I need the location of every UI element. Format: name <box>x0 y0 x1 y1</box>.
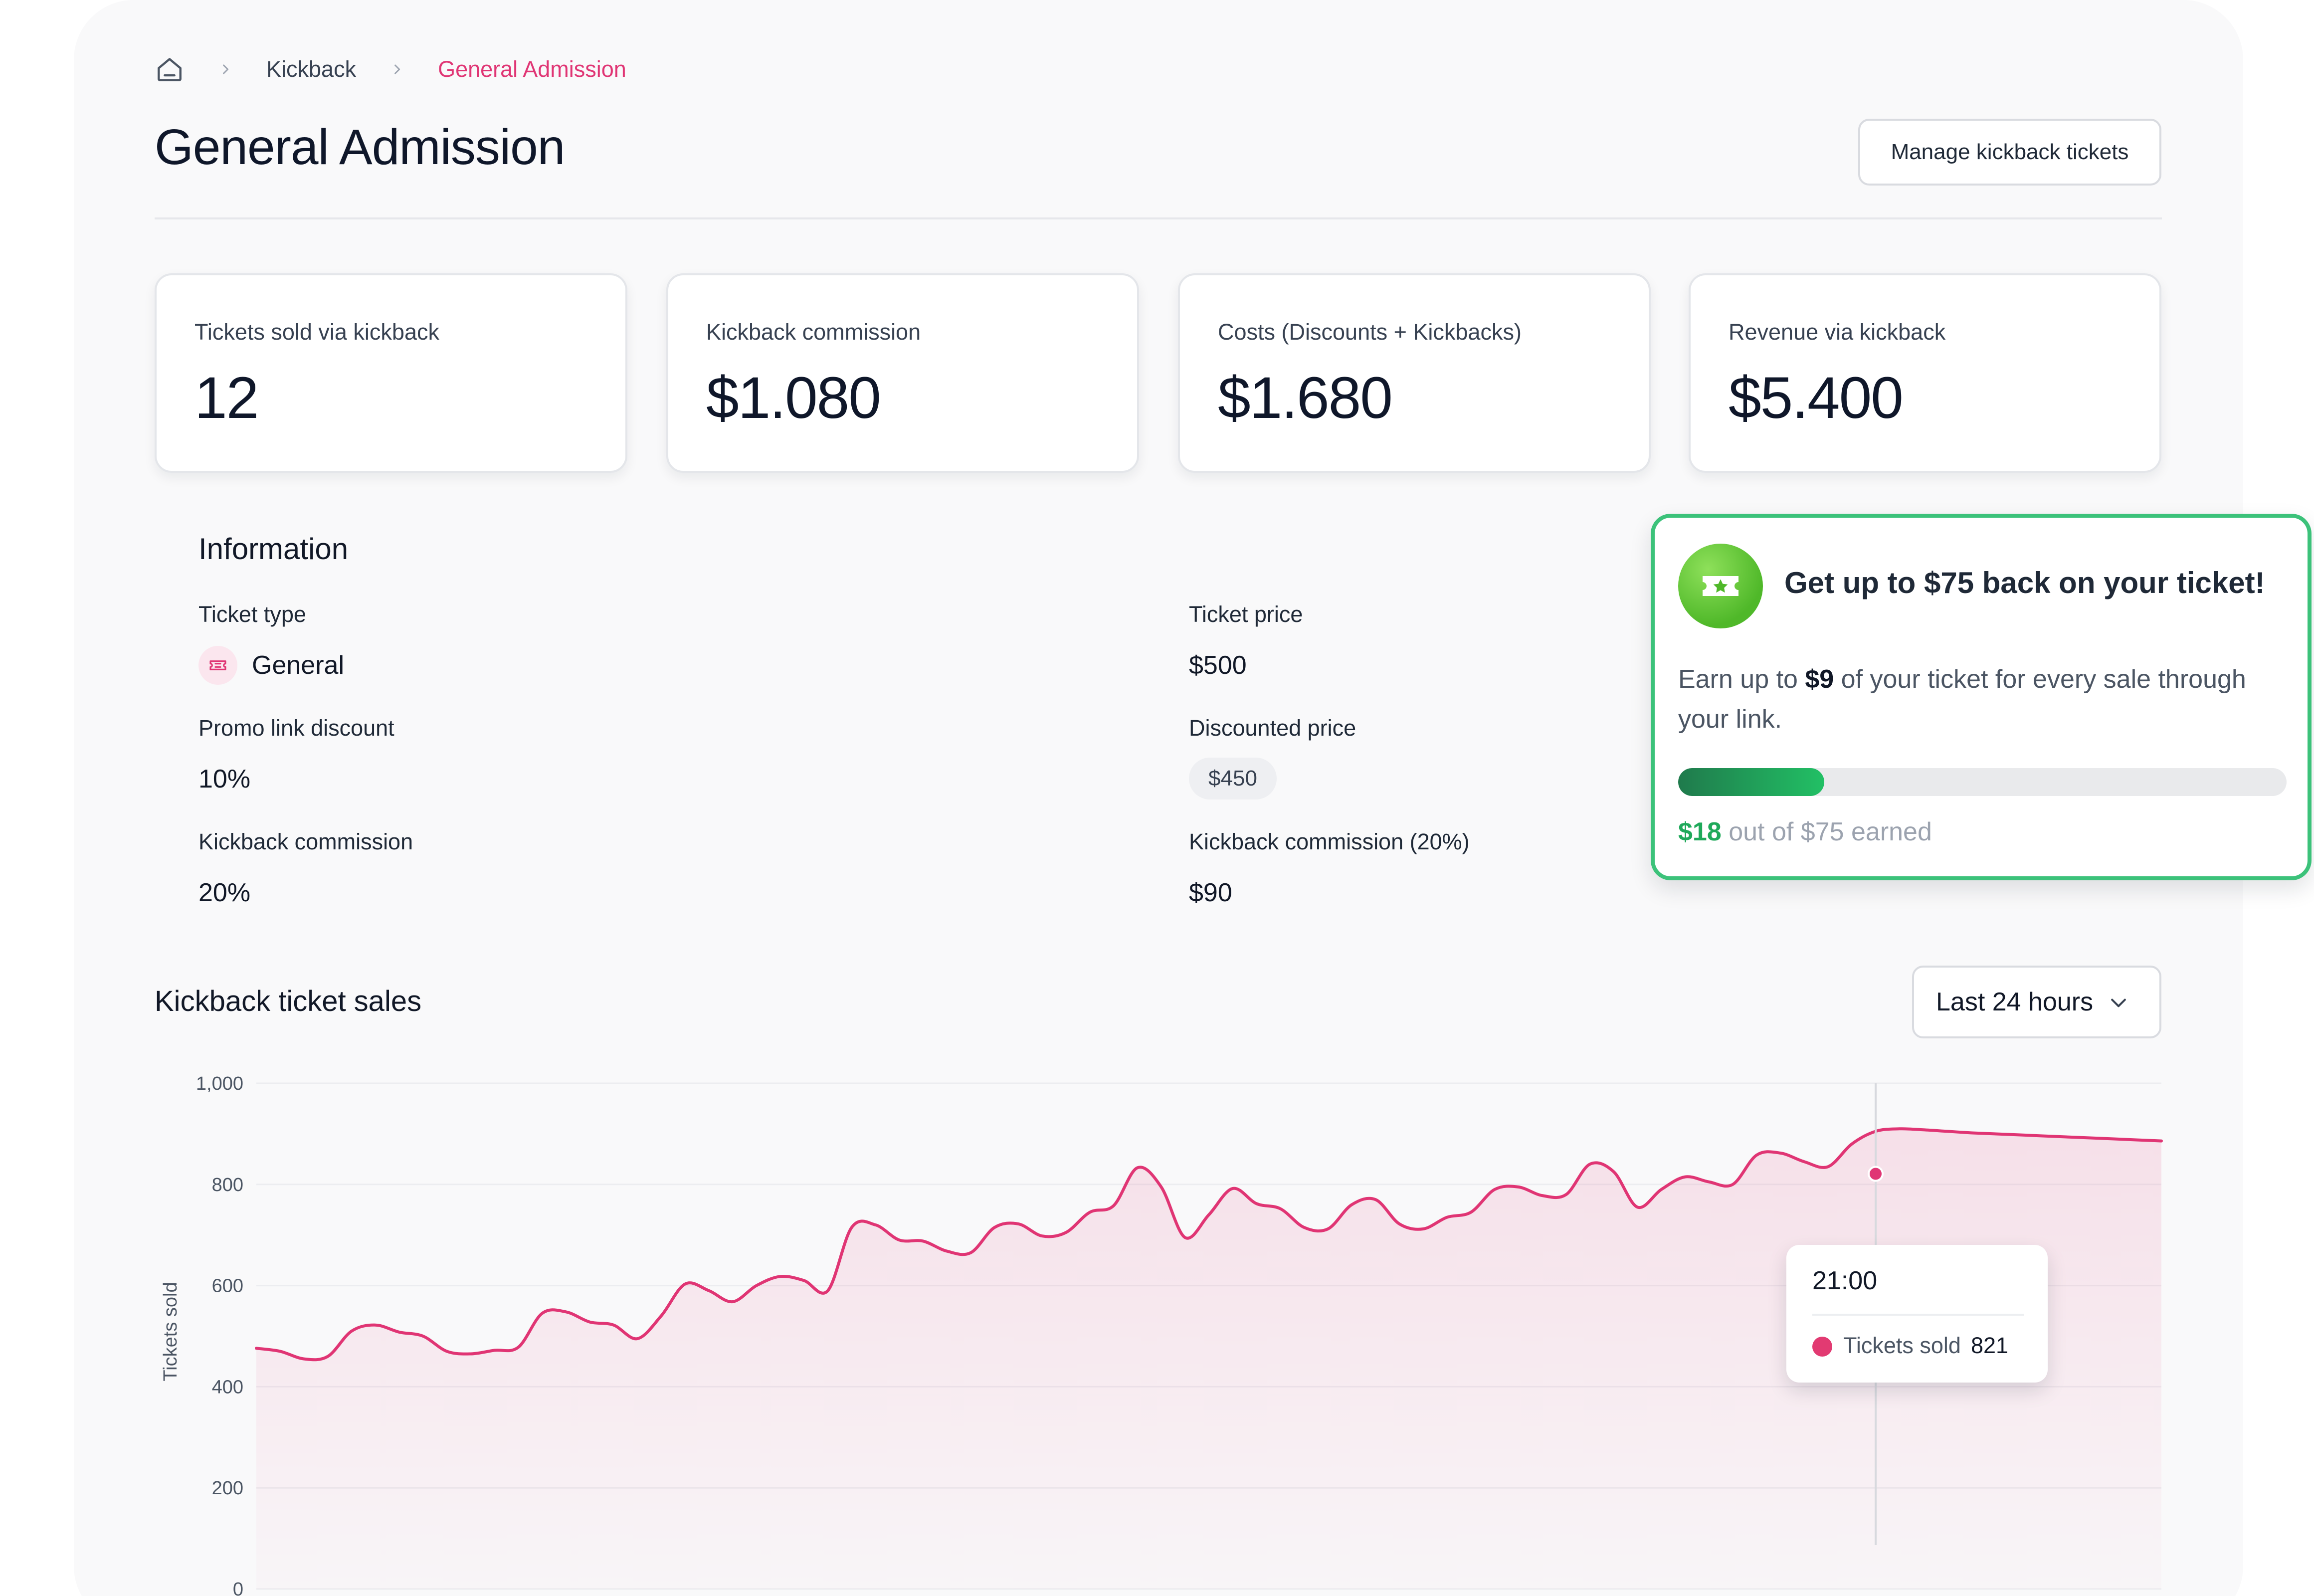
ticket-type-value: General <box>252 651 344 680</box>
y-tick-label: 600 <box>212 1276 243 1297</box>
stat-value: $1.080 <box>706 365 881 431</box>
home-icon[interactable] <box>155 54 185 84</box>
y-tick-label: 0 <box>233 1579 243 1596</box>
chevron-right-icon <box>215 59 235 79</box>
ticket-star-icon <box>1678 544 1763 628</box>
ticket-price-value: $500 <box>1189 651 1247 680</box>
promo-discount-value: 10% <box>198 765 251 794</box>
earnings-progress-bar <box>1678 768 2287 796</box>
breadcrumb-current[interactable]: General Admission <box>438 56 626 82</box>
chevron-right-icon <box>387 59 407 79</box>
y-tick-label: 400 <box>212 1377 243 1397</box>
discounted-price-label: Discounted price <box>1189 715 1356 741</box>
earnings-progress-fill <box>1678 768 1824 796</box>
time-range-dropdown[interactable]: Last 24 hours <box>1912 966 2161 1038</box>
stat-card-tickets-sold: Tickets sold via kickback 12 <box>155 273 627 473</box>
stat-value: 12 <box>194 365 259 431</box>
manage-kickback-tickets-button[interactable]: Manage kickback tickets <box>1858 119 2161 186</box>
promo-text: Earn up to <box>1678 665 1805 694</box>
chart-tooltip: 21:00 Tickets sold 821 <box>1786 1245 2048 1383</box>
promo-text: of your ticket for every sale through yo… <box>1678 665 2246 734</box>
promo-title: Get up to $75 back on your ticket! <box>1784 566 2265 599</box>
time-range-selected: Last 24 hours <box>1936 988 2094 1016</box>
stat-card-costs: Costs (Discounts + Kickbacks) $1.680 <box>1178 273 1651 473</box>
tooltip-divider <box>1812 1314 2024 1316</box>
stat-card-kickback-commission: Kickback commission $1.080 <box>666 273 1139 473</box>
earned-amount: $18 <box>1678 817 1722 846</box>
sales-area <box>256 1129 2161 1589</box>
promo-description: Earn up to $9 of your ticket for every s… <box>1678 659 2297 739</box>
commission-value: 20% <box>198 878 251 907</box>
chevron-down-icon <box>2108 992 2129 1013</box>
ticket-icon <box>198 646 237 685</box>
promo-amount: $9 <box>1805 665 1834 694</box>
page-title: General Admission <box>155 119 565 175</box>
promo-discount-label: Promo link discount <box>198 715 394 741</box>
stat-label: Revenue via kickback <box>1729 319 1946 345</box>
earned-suffix: out of $75 earned <box>1729 817 1932 846</box>
commission-amount-value: $90 <box>1189 878 1232 907</box>
earned-summary: $18 out of $75 earned <box>1678 817 1932 847</box>
ticket-price-label: Ticket price <box>1189 601 1303 627</box>
divider <box>155 217 2162 219</box>
stat-label: Tickets sold via kickback <box>194 319 439 345</box>
y-axis-label: Tickets sold <box>160 1282 181 1381</box>
ticket-type-label: Ticket type <box>198 601 306 627</box>
tooltip-time: 21:00 <box>1812 1266 1878 1295</box>
commission-label: Kickback commission <box>198 829 413 854</box>
stat-value: $5.400 <box>1729 365 1904 431</box>
sales-chart-title: Kickback ticket sales <box>155 985 422 1017</box>
stat-label: Costs (Discounts + Kickbacks) <box>1218 319 1522 345</box>
stat-card-revenue: Revenue via kickback $5.400 <box>1689 273 2161 473</box>
kickback-promo-card: Get up to $75 back on your ticket! Earn … <box>1651 514 2312 880</box>
stat-label: Kickback commission <box>706 319 921 345</box>
information-title: Information <box>198 532 349 566</box>
hover-point[interactable] <box>1868 1166 1884 1182</box>
discounted-price-badge: $450 <box>1189 758 1277 799</box>
tooltip-value: 821 <box>1971 1333 2009 1358</box>
breadcrumb-kickback[interactable]: Kickback <box>266 56 357 82</box>
sales-line <box>255 1127 2163 1362</box>
commission-amount-label: Kickback commission (20%) <box>1189 829 1470 854</box>
y-tick-label: 200 <box>212 1478 243 1499</box>
series-dot-icon <box>1812 1337 1832 1357</box>
y-tick-label: 800 <box>212 1175 243 1196</box>
y-tick-label: 1,000 <box>196 1073 243 1094</box>
stat-value: $1.680 <box>1218 365 1393 431</box>
breadcrumb: Kickback General Admission <box>155 52 626 87</box>
tooltip-label: Tickets sold <box>1843 1333 1961 1358</box>
